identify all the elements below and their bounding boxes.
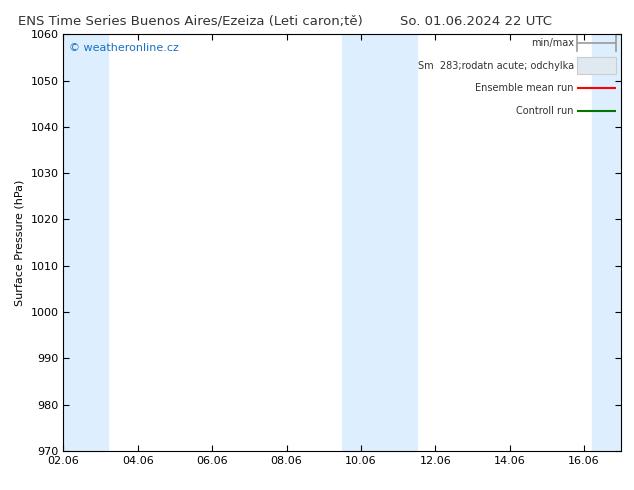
Text: Sm  283;rodatn acute; odchylka: Sm 283;rodatn acute; odchylka	[418, 61, 574, 71]
Text: So. 01.06.2024 22 UTC: So. 01.06.2024 22 UTC	[399, 15, 552, 28]
Text: ENS Time Series Buenos Aires/Ezeiza (Leti caron;tě): ENS Time Series Buenos Aires/Ezeiza (Let…	[18, 15, 363, 28]
Y-axis label: Surface Pressure (hPa): Surface Pressure (hPa)	[15, 179, 25, 306]
Text: Ensemble mean run: Ensemble mean run	[476, 83, 574, 94]
Bar	[342, 34, 417, 451]
Bar	[592, 34, 621, 451]
Bar	[577, 57, 616, 74]
Bar	[63, 34, 108, 451]
Text: Controll run: Controll run	[517, 106, 574, 116]
Text: © weatheronline.cz: © weatheronline.cz	[69, 43, 179, 52]
Text: min/max: min/max	[531, 38, 574, 48]
